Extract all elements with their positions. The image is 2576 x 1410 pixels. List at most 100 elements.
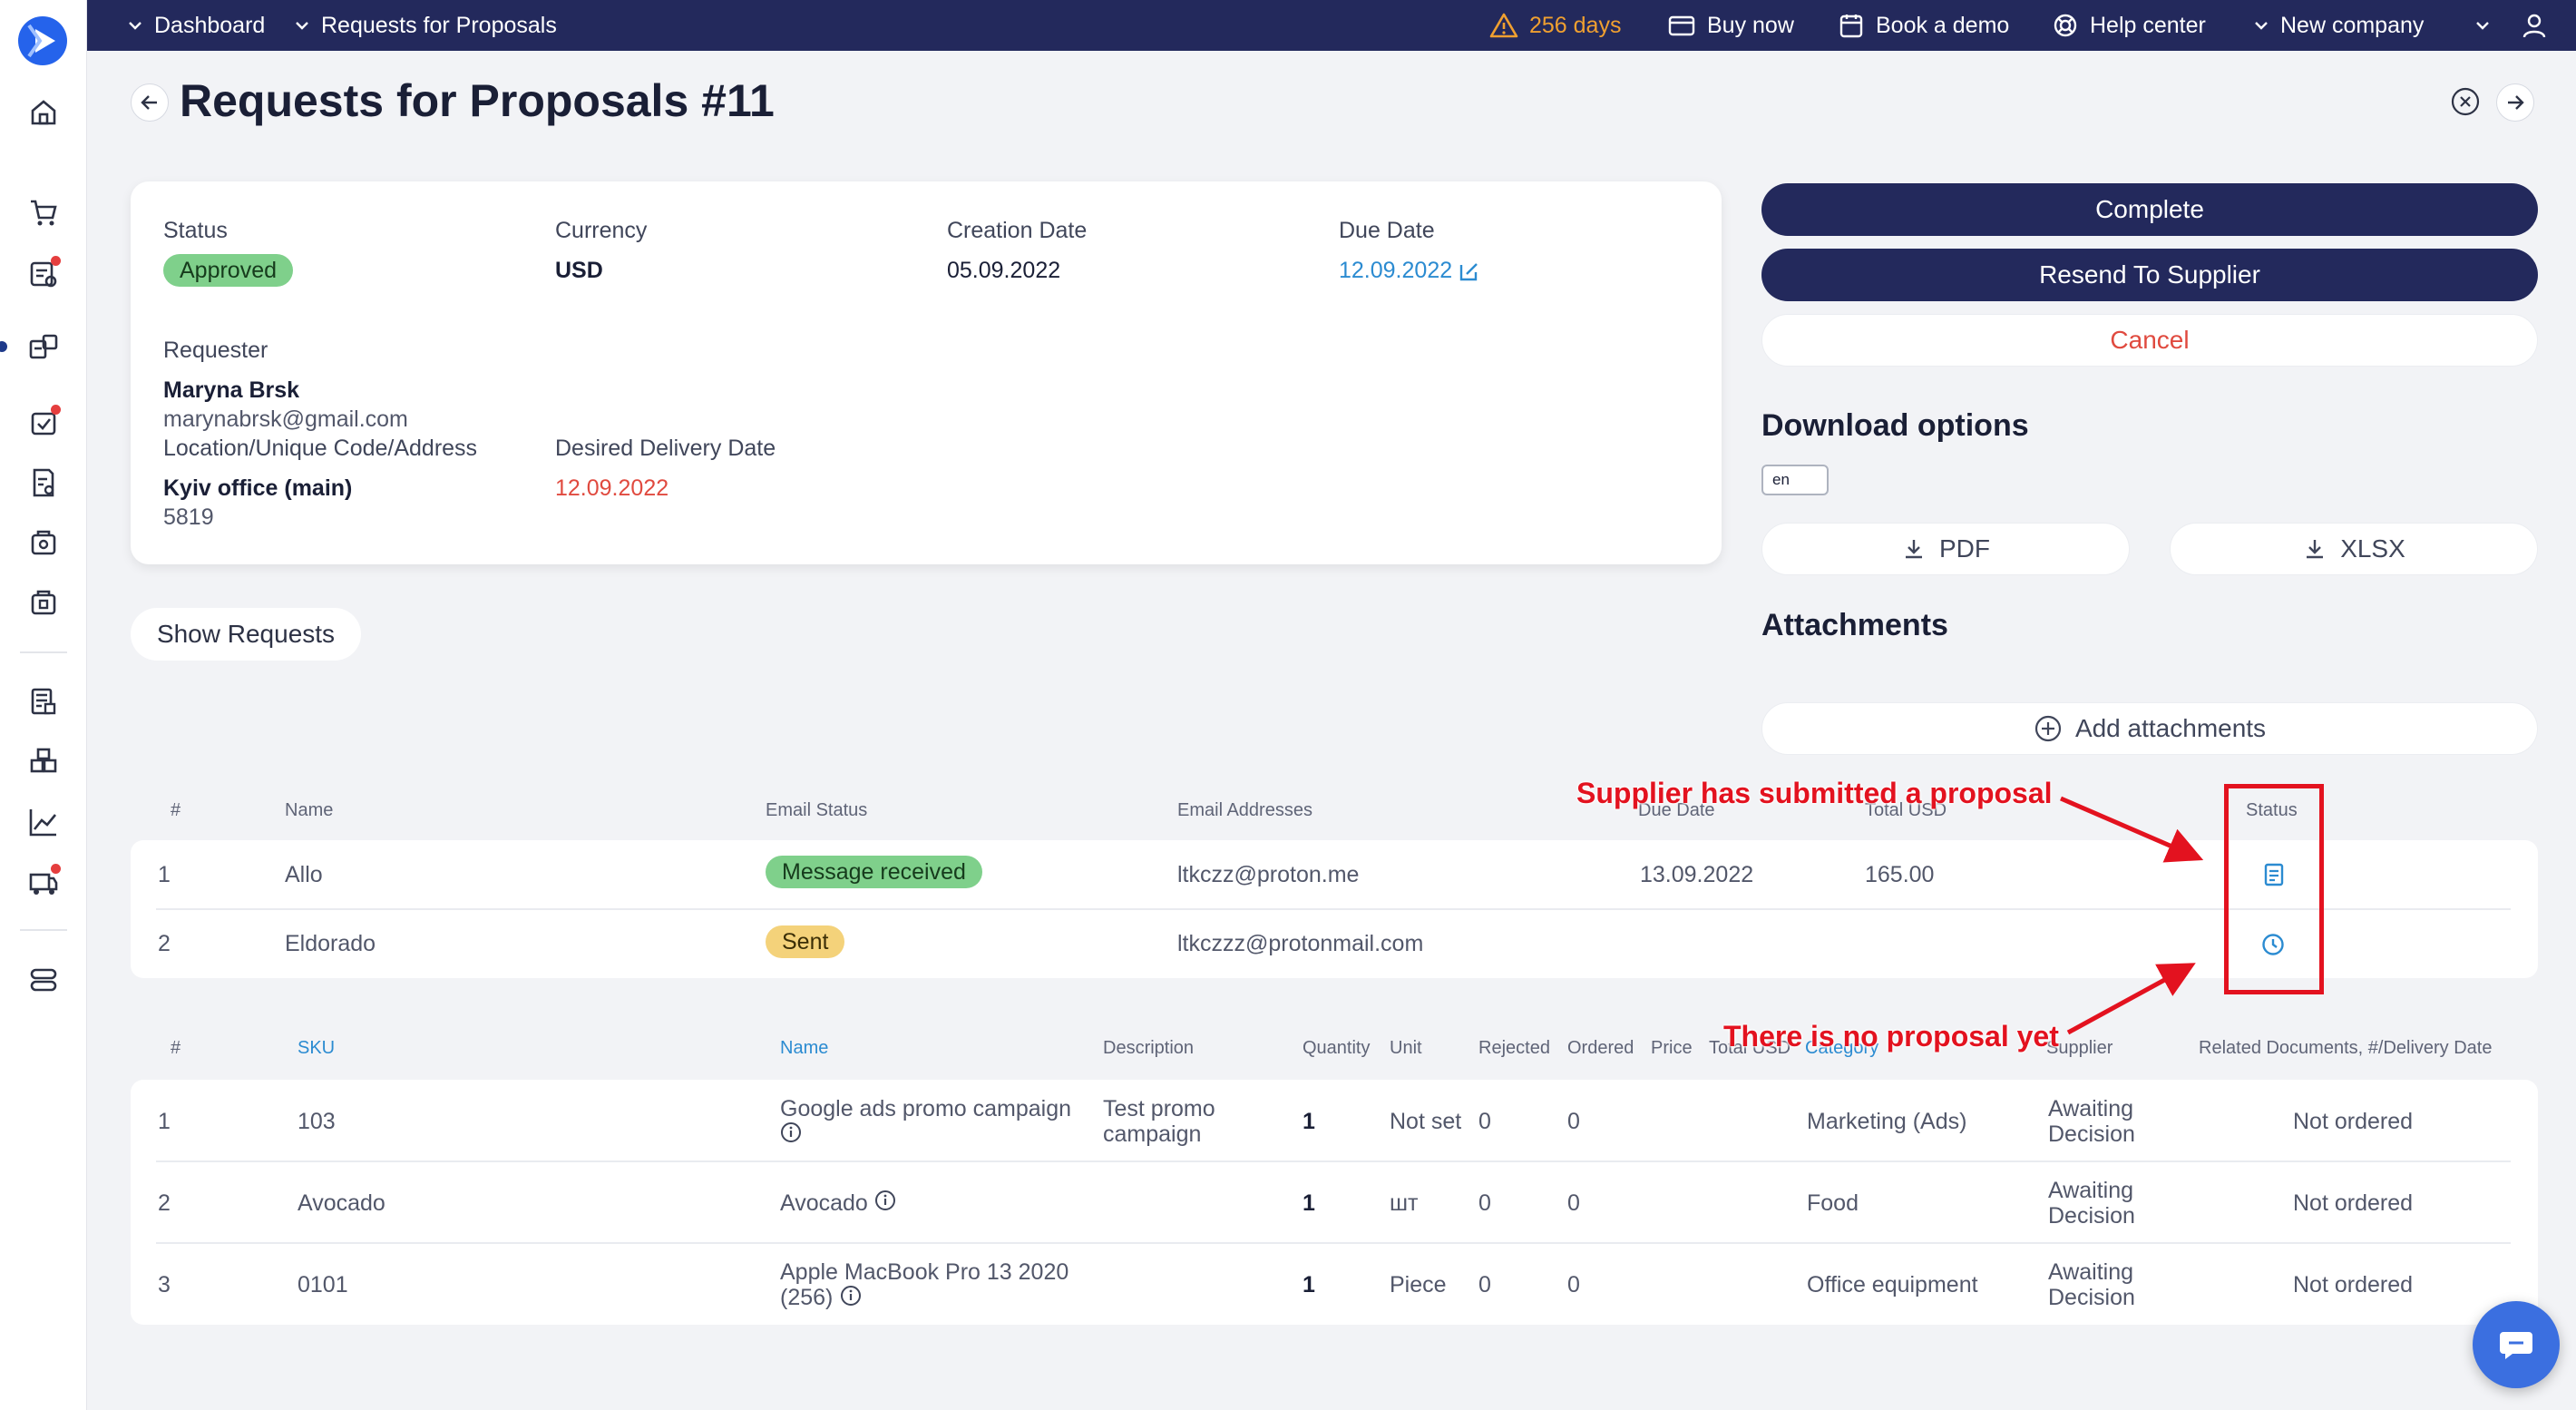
col-header-email-status: Email Status <box>766 800 868 820</box>
document-icon[interactable] <box>2262 862 2286 887</box>
invoices-icon[interactable] <box>27 526 60 559</box>
item-name: Apple MacBook Pro 13 2020 <box>780 1259 1069 1285</box>
item-supplier: Decision <box>2048 1285 2135 1310</box>
info-icon[interactable] <box>780 1121 802 1143</box>
col-header-num: # <box>171 800 181 820</box>
info-icon[interactable] <box>874 1190 896 1211</box>
back-button[interactable] <box>131 83 169 122</box>
clock-icon[interactable] <box>2260 932 2286 957</box>
approvals-icon[interactable] <box>27 406 60 439</box>
download-xlsx-button[interactable]: XLSX <box>2170 523 2538 575</box>
row-divider <box>156 1160 2511 1162</box>
info-icon[interactable] <box>840 1285 862 1307</box>
supplier-email: ltkczzz@protonmail.com <box>1177 931 1424 956</box>
col-header-due-date: Due Date <box>1638 800 1715 820</box>
supplier-name[interactable]: Eldorado <box>285 931 376 956</box>
item-related: Not ordered <box>2293 1272 2414 1297</box>
item-sku: Avocado <box>298 1190 385 1216</box>
requester-name: Maryna Brsk <box>163 377 300 403</box>
warning-icon <box>1489 13 1518 38</box>
close-button[interactable] <box>2447 83 2483 120</box>
edit-icon[interactable] <box>1458 259 1481 283</box>
requester-email: marynabrsk@gmail.com <box>163 406 408 432</box>
inventory-icon[interactable] <box>27 746 60 778</box>
col-header-ordered: Ordered <box>1567 1038 1634 1058</box>
resend-to-supplier-button[interactable]: Resend To Supplier <box>1761 249 2538 301</box>
breadcrumb-rfp[interactable]: Requests for Proposals <box>294 0 557 51</box>
calendar-icon <box>1839 15 1863 38</box>
breadcrumb-dashboard[interactable]: Dashboard <box>127 0 265 51</box>
col-header-category[interactable]: Category <box>1805 1038 1879 1058</box>
item-supplier: Decision <box>2048 1121 2135 1147</box>
forward-button[interactable] <box>2496 83 2534 122</box>
item-ordered: 0 <box>1567 1109 1580 1134</box>
trial-days-label: 256 days <box>1529 12 1622 38</box>
cancel-button[interactable]: Cancel <box>1761 314 2538 367</box>
company-selector[interactable]: New company <box>2253 0 2424 51</box>
chat-button[interactable] <box>2473 1301 2560 1388</box>
complete-button[interactable]: Complete <box>1761 183 2538 236</box>
arrow-left-icon <box>141 95 157 110</box>
buy-now-link[interactable]: Buy now <box>1667 0 1794 51</box>
add-attachments-button[interactable]: Add attachments <box>1761 702 2538 755</box>
item-ordered: 0 <box>1567 1190 1580 1216</box>
sidebar-divider <box>20 929 67 931</box>
trial-days-indicator[interactable]: 256 days <box>1489 0 1621 51</box>
supplier-name[interactable]: Allo <box>285 862 323 887</box>
app-logo[interactable] <box>18 16 67 65</box>
notification-dot <box>51 405 61 415</box>
orders-icon[interactable] <box>27 466 60 499</box>
settings-toggle-icon[interactable] <box>27 964 60 996</box>
location-label: Location/Unique Code/Address <box>163 436 478 461</box>
col-header-item-name[interactable]: Name <box>780 1038 829 1058</box>
analytics-icon[interactable] <box>27 806 60 838</box>
home-icon[interactable] <box>27 96 60 129</box>
col-header-email-addresses: Email Addresses <box>1177 800 1312 820</box>
row-num: 1 <box>158 862 171 887</box>
page-title: Requests for Proposals #11 <box>180 75 775 126</box>
suppliers-icon[interactable] <box>27 866 60 898</box>
due-date-field[interactable]: 12.09.2022 <box>1339 258 1481 284</box>
col-header-related: Related Documents, #/Delivery Date <box>2199 1038 2493 1058</box>
rfp-icon[interactable] <box>27 330 60 363</box>
item-sku: 103 <box>298 1109 336 1134</box>
chevron-down-icon <box>129 22 141 30</box>
show-requests-button[interactable]: Show Requests <box>131 608 361 661</box>
book-demo-link[interactable]: Book a demo <box>1838 0 2009 51</box>
row-num: 2 <box>158 1190 171 1216</box>
requests-icon[interactable] <box>27 258 60 290</box>
annotation-highlight-box <box>2224 784 2324 994</box>
download-options-heading: Download options <box>1761 408 2029 443</box>
item-category: Food <box>1807 1190 1859 1216</box>
item-name: (256) <box>780 1285 834 1310</box>
close-circle-icon <box>2451 87 2480 116</box>
location-code: 5819 <box>163 504 214 530</box>
notification-dot <box>51 256 61 266</box>
breadcrumb-label: Requests for Proposals <box>321 12 557 38</box>
item-related: Not ordered <box>2293 1109 2414 1134</box>
chevron-down-icon <box>2255 22 2268 30</box>
items-table <box>131 1080 2538 1325</box>
payments-icon[interactable] <box>27 586 60 619</box>
sidebar-divider <box>20 651 67 653</box>
col-header-rejected: Rejected <box>1478 1038 1550 1058</box>
email-status-badge: Sent <box>766 925 845 958</box>
shopping-cart-icon[interactable] <box>27 196 60 229</box>
col-header-total: Total USD <box>1709 1038 1791 1058</box>
help-center-link[interactable]: Help center <box>2052 0 2206 51</box>
item-description: campaign <box>1103 1121 1202 1147</box>
chevron-down-icon <box>2476 22 2489 30</box>
item-quantity: 1 <box>1303 1190 1315 1216</box>
col-header-sku[interactable]: SKU <box>298 1038 336 1058</box>
plus-circle-icon <box>2034 715 2062 742</box>
budgets-icon[interactable] <box>27 686 60 719</box>
language-select[interactable]: en <box>1761 465 1829 495</box>
download-pdf-button[interactable]: PDF <box>1761 523 2130 575</box>
item-unit: шт <box>1390 1190 1419 1216</box>
company-label: New company <box>2280 12 2425 38</box>
item-name: Avocado <box>780 1190 868 1216</box>
col-header-unit: Unit <box>1390 1038 1422 1058</box>
requester-label: Requester <box>163 338 268 363</box>
lifebuoy-icon <box>2054 14 2077 37</box>
user-menu[interactable] <box>2474 0 2549 51</box>
